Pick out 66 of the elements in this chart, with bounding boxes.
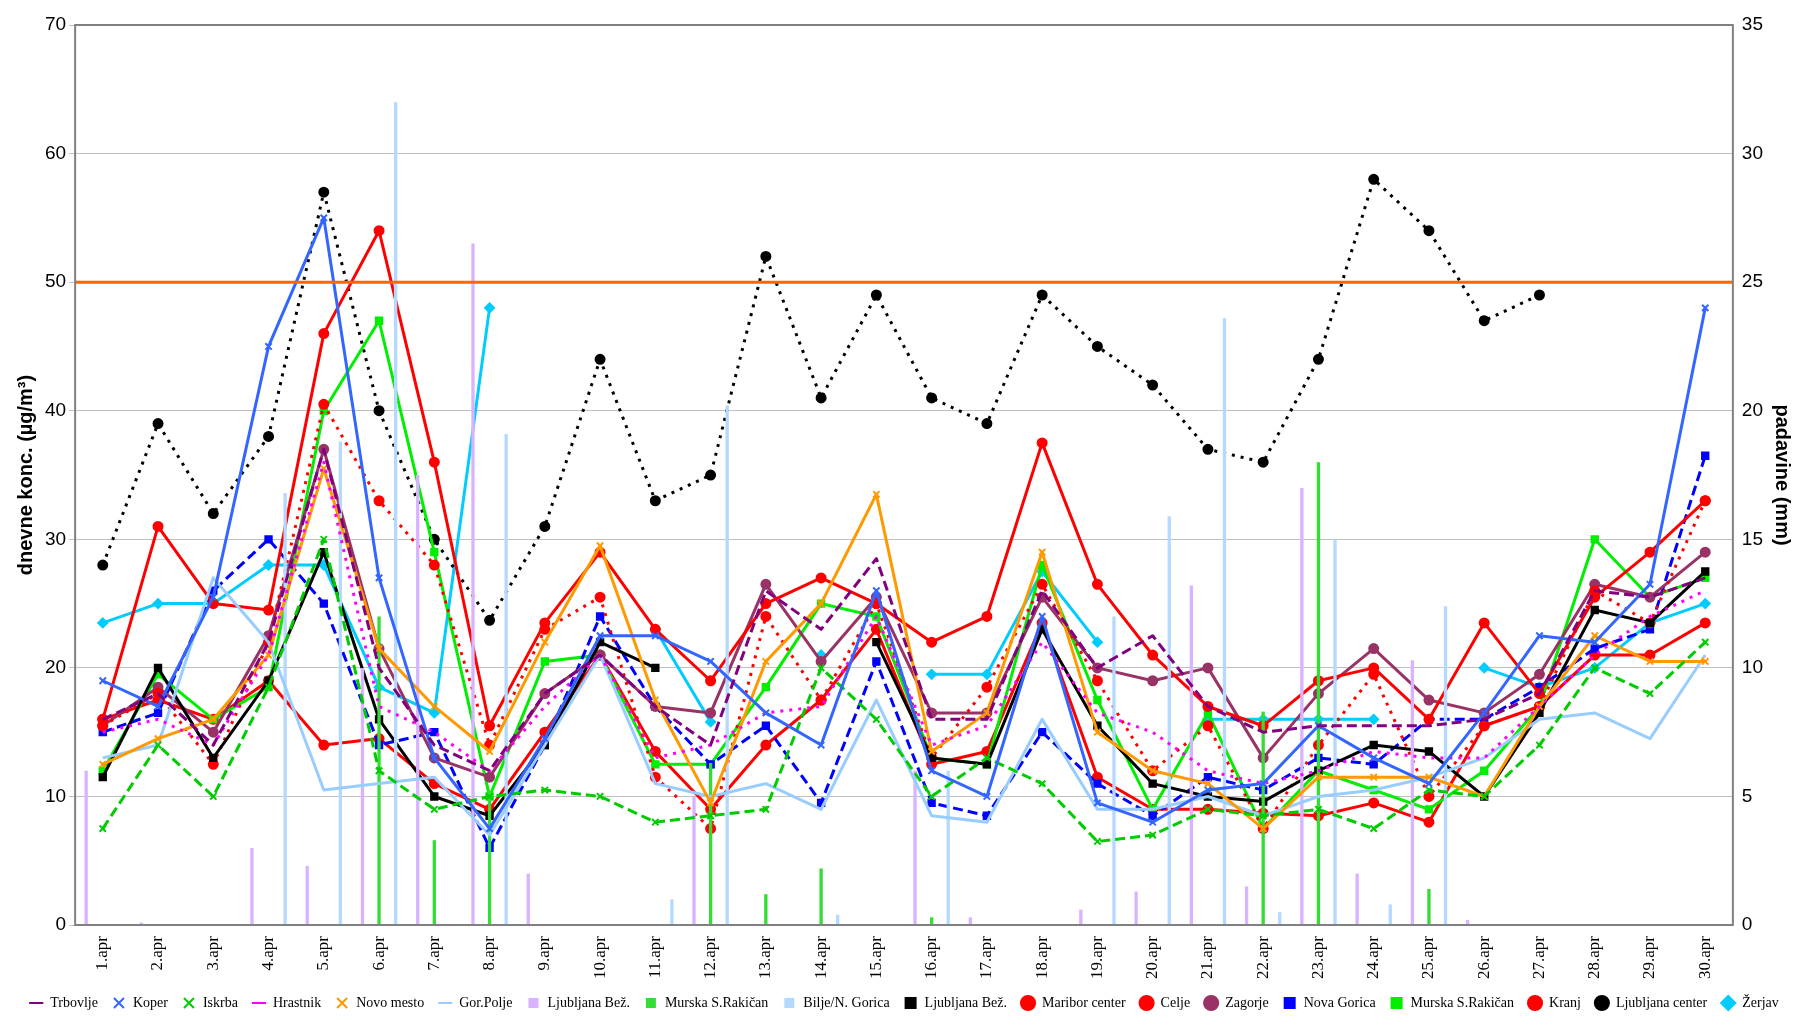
x-tick-label: 17.apr — [976, 935, 996, 980]
legend-label: Nova Gorica — [1303, 994, 1377, 1010]
y-tick-label: 0 — [55, 913, 67, 935]
x-tick-label: 4.apr — [258, 935, 277, 971]
legend-label: Gor.Polje — [459, 994, 513, 1010]
x-tick-label: 24.apr — [1363, 935, 1383, 980]
y-tick-label: 50 — [44, 270, 67, 292]
x-tick-label: 16.apr — [921, 935, 941, 980]
y2-tick-label: 35 — [1741, 13, 1764, 35]
y2-tick-label: 10 — [1741, 656, 1764, 678]
y-tick-label: 70 — [44, 13, 67, 35]
y-tick-label: 10 — [44, 784, 67, 806]
x-tick-label: 26.apr — [1473, 935, 1493, 980]
x-tick-label: 9.apr — [534, 935, 554, 971]
x-tick-label: 14.apr — [810, 935, 830, 980]
x-tick-label: 1.apr — [92, 935, 112, 971]
y2-tick-label: 20 — [1741, 398, 1764, 420]
legend-label: Novo mesto — [356, 994, 425, 1010]
y-tick-label: 40 — [44, 398, 67, 420]
x-tick-label: 13.apr — [755, 935, 775, 980]
y2-axis-title: padavine (mm) — [1772, 404, 1795, 546]
x-tick-label: 27.apr — [1528, 935, 1548, 980]
y2-tick-label: 25 — [1741, 270, 1764, 292]
legend-label: Murska S.Rakičan — [664, 994, 769, 1010]
y2-tick-label: 5 — [1741, 784, 1753, 806]
x-tick-label: 7.apr — [423, 935, 443, 971]
legend-label: Hrastnik — [272, 994, 322, 1010]
y-tick-label: 30 — [44, 527, 67, 549]
x-tick-label: 30.apr — [1694, 935, 1714, 980]
x-tick-label: 3.apr — [202, 935, 222, 971]
x-tick-label: 20.apr — [1142, 935, 1162, 980]
y2-tick-label: 0 — [1741, 913, 1753, 935]
x-tick-label: 15.apr — [865, 935, 885, 980]
x-tick-label: 21.apr — [1197, 935, 1217, 980]
legend-label: Iskrba — [202, 994, 239, 1010]
x-tick-label: 12.apr — [700, 935, 720, 980]
x-tick-label: 6.apr — [368, 935, 388, 971]
x-tick-label: 18.apr — [1031, 935, 1051, 980]
legend-label: Celje — [1160, 994, 1191, 1010]
x-tick-label: 23.apr — [1307, 935, 1327, 980]
legend-label: Kranj — [1549, 994, 1581, 1010]
x-tick-label: 29.apr — [1639, 935, 1659, 980]
legend-label: Ljubljana Bež. — [547, 994, 630, 1010]
x-tick-label: 5.apr — [313, 935, 333, 971]
x-tick-label: 10.apr — [589, 935, 609, 980]
legend-label: Ljubljana Bež. — [924, 994, 1008, 1010]
legend-label: Žerjav — [1742, 993, 1779, 1010]
y2-tick-label: 15 — [1741, 527, 1764, 549]
y2-tick-label: 30 — [1741, 141, 1764, 163]
x-tick-label: 25.apr — [1418, 935, 1438, 980]
legend-label: Maribor center — [1042, 994, 1126, 1010]
legend-label: Zagorje — [1225, 994, 1269, 1010]
x-tick-label: 19.apr — [1086, 935, 1106, 980]
legend-label: Bilje/N. Gorica — [803, 994, 891, 1010]
legend-label: Ljubljana center — [1615, 994, 1708, 1010]
y-axis-title: dnevne konc. (µg/m³) — [13, 374, 36, 576]
x-tick-label: 2.apr — [147, 935, 167, 971]
legend-label: Murska S.Rakičan — [1410, 994, 1515, 1010]
x-tick-label: 28.apr — [1584, 935, 1604, 980]
x-tick-label: 22.apr — [1252, 935, 1272, 980]
legend-label: Trbovlje — [50, 994, 98, 1010]
x-tick-label: 8.apr — [479, 935, 499, 971]
x-tick-label: 11.apr — [644, 935, 664, 979]
legend-label: Koper — [132, 994, 169, 1010]
y-tick-label: 20 — [44, 656, 67, 678]
y-tick-label: 60 — [44, 141, 67, 163]
